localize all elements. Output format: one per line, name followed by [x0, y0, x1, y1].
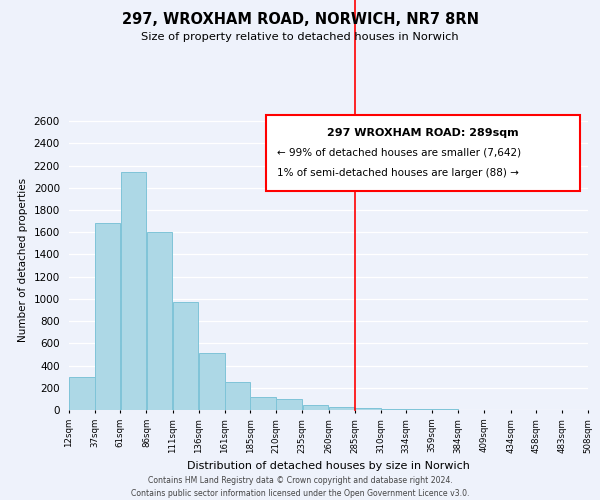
- Bar: [406, 409, 432, 410]
- X-axis label: Distribution of detached houses by size in Norwich: Distribution of detached houses by size …: [187, 461, 470, 471]
- Bar: [355, 408, 380, 410]
- Bar: [199, 354, 224, 410]
- Text: 297 WROXHAM ROAD: 289sqm: 297 WROXHAM ROAD: 289sqm: [328, 128, 519, 138]
- Text: 297, WROXHAM ROAD, NORWICH, NR7 8RN: 297, WROXHAM ROAD, NORWICH, NR7 8RN: [121, 12, 479, 28]
- Text: Size of property relative to detached houses in Norwich: Size of property relative to detached ho…: [141, 32, 459, 42]
- Bar: [146, 232, 172, 410]
- Bar: [225, 382, 250, 410]
- Bar: [381, 409, 406, 410]
- Text: ← 99% of detached houses are smaller (7,642): ← 99% of detached houses are smaller (7,…: [277, 148, 521, 158]
- FancyBboxPatch shape: [266, 114, 580, 191]
- Bar: [121, 172, 146, 410]
- Text: Contains HM Land Registry data © Crown copyright and database right 2024.
Contai: Contains HM Land Registry data © Crown c…: [131, 476, 469, 498]
- Bar: [329, 407, 355, 410]
- Bar: [302, 405, 328, 410]
- Bar: [69, 376, 95, 410]
- Bar: [277, 400, 302, 410]
- Bar: [250, 396, 276, 410]
- Bar: [95, 224, 120, 410]
- Bar: [173, 302, 199, 410]
- Y-axis label: Number of detached properties: Number of detached properties: [18, 178, 28, 342]
- Text: 1% of semi-detached houses are larger (88) →: 1% of semi-detached houses are larger (8…: [277, 168, 518, 178]
